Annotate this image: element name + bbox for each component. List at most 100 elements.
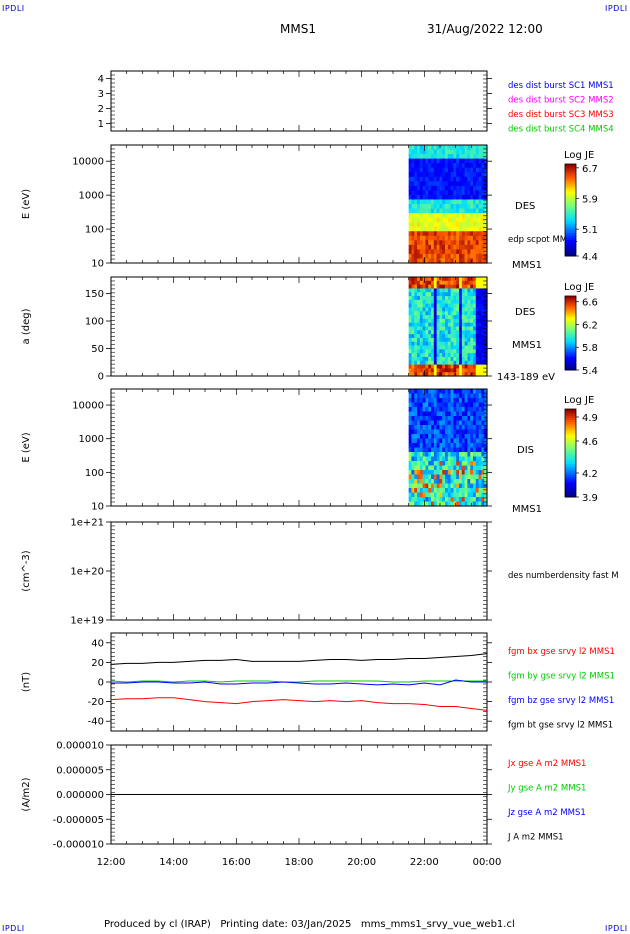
heatmap-cell	[459, 277, 463, 282]
heatmap-cell	[425, 208, 429, 214]
colorbar-band	[565, 360, 576, 364]
heatmap-cell	[442, 416, 446, 422]
heatmap-cell	[473, 185, 477, 191]
heatmap-cell	[470, 149, 474, 155]
heatmap-cell	[461, 452, 466, 458]
heatmap-cell	[431, 226, 435, 232]
heatmap-cell	[428, 438, 432, 444]
heatmap-cell	[422, 190, 427, 196]
heatmap-cell	[442, 402, 446, 408]
heatmap-cell	[417, 217, 421, 223]
heatmap-cell	[417, 465, 421, 471]
heatmap-cell	[445, 402, 449, 408]
heatmap-cell	[470, 226, 474, 232]
heatmap-cell	[461, 474, 466, 480]
heatmap-cell	[411, 330, 415, 335]
heatmap-cell	[442, 176, 446, 182]
heatmap-cell	[419, 235, 424, 241]
heatmap-cell	[442, 277, 446, 282]
heatmap-cell	[419, 315, 424, 320]
heatmap-cell	[484, 311, 488, 316]
heatmap-cell	[439, 434, 443, 440]
heatmap-cell	[422, 199, 427, 205]
heatmap-cell	[431, 213, 435, 219]
heatmap-cell	[484, 425, 488, 431]
heatmap-cell	[425, 372, 429, 377]
mission-title: MMS1	[280, 22, 316, 36]
heatmap-cell	[473, 167, 477, 173]
heatmap-cell	[433, 407, 438, 413]
colorbar-band	[565, 168, 576, 172]
heatmap-cell	[419, 345, 424, 350]
heatmap-cell	[450, 199, 455, 205]
heatmap-cell	[414, 334, 418, 339]
heatmap-cell	[419, 292, 424, 297]
heatmap-cell	[447, 226, 452, 232]
heatmap-cell	[478, 322, 483, 328]
colorbar-frame	[564, 408, 577, 498]
heatmap-cell	[473, 326, 477, 331]
heatmap-cell	[473, 438, 477, 444]
heatmap-cell	[450, 479, 455, 485]
heatmap-cell	[442, 185, 446, 191]
heatmap-cell	[467, 364, 471, 369]
heatmap-cell	[433, 190, 438, 196]
heatmap-cell	[431, 393, 435, 399]
heatmap-cell	[453, 334, 457, 339]
heatmap-cell	[436, 322, 441, 328]
heatmap-cell	[414, 492, 418, 498]
heatmap-cell	[408, 474, 413, 480]
colorbar-band	[565, 203, 576, 206]
heatmap-cell	[473, 456, 477, 462]
corner-tag-top-left: IPDLI	[2, 4, 25, 13]
heatmap-cell	[450, 368, 455, 373]
heatmap-cell	[445, 353, 449, 358]
heatmap-cell	[450, 429, 455, 435]
heatmap-cell	[422, 402, 427, 408]
heatmap-cell	[445, 393, 449, 399]
colorbar-band	[565, 347, 576, 351]
heatmap-cell	[470, 303, 474, 309]
heatmap-cell	[459, 398, 463, 404]
heatmap-cell	[419, 240, 424, 246]
heatmap-cell	[464, 360, 469, 366]
heatmap-cell	[464, 372, 469, 377]
heatmap-cell	[470, 288, 474, 293]
heatmap-cell	[464, 443, 469, 449]
heatmap-cell	[475, 461, 480, 467]
heatmap-cell	[470, 318, 474, 324]
heatmap-cell	[470, 447, 474, 453]
heatmap-cell	[425, 434, 429, 440]
legend-entry: fgm bx gse srvy l2 MMS1	[508, 647, 615, 657]
heatmap-cell	[470, 452, 474, 458]
heatmap-cell	[445, 292, 449, 297]
heatmap-cell	[433, 240, 438, 246]
heatmap-cell	[433, 501, 438, 507]
heatmap-cell	[453, 465, 457, 471]
heatmap-cell	[464, 334, 469, 339]
heatmap-cell	[431, 303, 435, 309]
heatmap-cell	[453, 249, 457, 255]
heatmap-cell	[470, 213, 474, 219]
heatmap-cell	[436, 479, 441, 485]
colorbar-band	[565, 453, 576, 456]
heatmap-cell	[464, 416, 469, 422]
heatmap-cell	[422, 208, 427, 214]
heatmap-cell	[419, 337, 424, 343]
heatmap-cell	[473, 296, 477, 301]
heatmap-cell	[461, 213, 466, 219]
heatmap-cell	[467, 434, 471, 440]
heatmap-cell	[478, 438, 483, 444]
heatmap-cell	[422, 296, 427, 301]
heatmap-cell	[445, 158, 449, 164]
heatmap-cell	[431, 194, 435, 201]
heatmap-cell	[484, 398, 488, 404]
colorbar-band	[565, 180, 576, 183]
heatmap-cell	[408, 158, 413, 164]
heatmap-cell	[481, 341, 485, 347]
heatmap-cell	[417, 322, 421, 328]
heatmap-cell	[442, 452, 446, 458]
heatmap-cell	[436, 461, 441, 467]
heatmap-cell	[453, 163, 457, 169]
heatmap-cell	[411, 368, 415, 373]
